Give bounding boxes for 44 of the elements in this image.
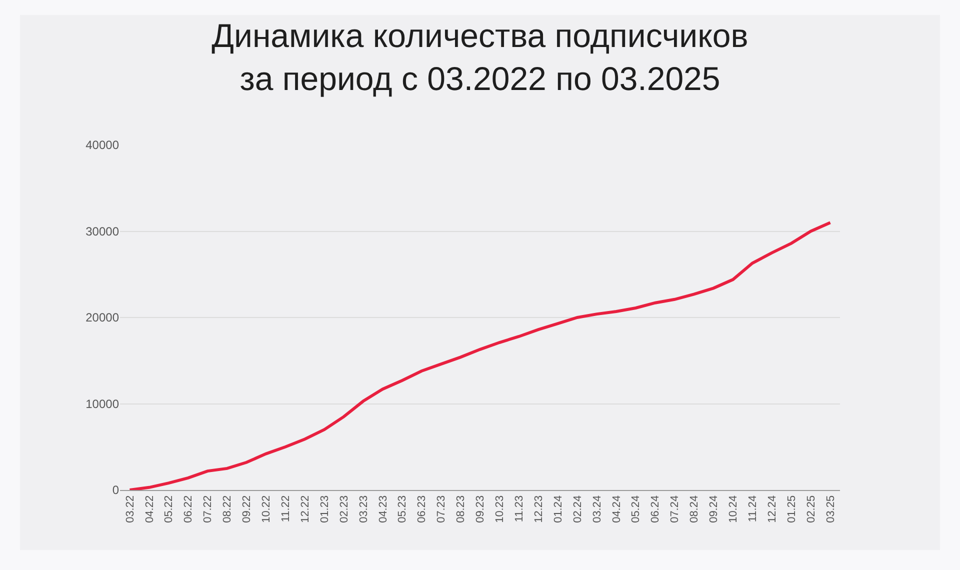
x-tick-label: 09.23 bbox=[474, 495, 487, 523]
x-tick-label: 04.22 bbox=[144, 495, 156, 523]
x-tick-label: 11.22 bbox=[280, 495, 292, 522]
x-tick-label: 09.22 bbox=[241, 495, 254, 523]
x-tick-label: 08.22 bbox=[222, 495, 234, 523]
x-tick-label: 12.24 bbox=[766, 495, 778, 523]
x-tick-label: 06.22 bbox=[182, 495, 195, 523]
y-tick-label: 40000 bbox=[86, 138, 120, 152]
x-tick-label: 02.24 bbox=[572, 495, 584, 523]
x-tick-label: 03.22 bbox=[124, 495, 136, 523]
x-tick-label: 12.23 bbox=[532, 495, 545, 523]
x-tick-label: 04.24 bbox=[610, 495, 623, 523]
x-tick-label: 01.25 bbox=[786, 495, 798, 523]
y-tick-label: 0 bbox=[112, 483, 120, 498]
x-tick-label: 08.24 bbox=[688, 495, 701, 523]
x-tick-label: 02.25 bbox=[805, 495, 818, 523]
x-tick-label: 04.23 bbox=[377, 495, 390, 523]
line-series bbox=[128, 221, 832, 490]
x-tick-label: 10.22 bbox=[260, 495, 273, 523]
x-tick-label: 07.24 bbox=[669, 495, 682, 523]
x-tick-label: 03.25 bbox=[824, 495, 837, 523]
x-tick-label: 10.24 bbox=[728, 495, 740, 523]
y-tick-label: 10000 bbox=[86, 396, 120, 411]
x-tick-label: 06.24 bbox=[650, 495, 662, 523]
y-tick-label: 30000 bbox=[86, 224, 120, 238]
x-tick-label: 01.24 bbox=[552, 495, 564, 523]
x-tick-label: 07.23 bbox=[436, 495, 448, 523]
x-tick-label: 05.24 bbox=[630, 495, 642, 523]
chart-title: Динамика количества подписчиков за период с 03.2022 по 03.2025 bbox=[212, 17, 748, 97]
x-tick-label: 02.23 bbox=[338, 495, 350, 523]
x-tick-label: 11.23 bbox=[513, 495, 526, 522]
x-tick-label: 08.23 bbox=[455, 495, 468, 523]
x-tick-label: 05.22 bbox=[163, 495, 176, 523]
x-tick-label: 10.23 bbox=[494, 495, 506, 523]
x-tick-label: 03.23 bbox=[358, 495, 370, 523]
x-tick-label: 12.22 bbox=[299, 495, 312, 523]
x-tick-label: 03.24 bbox=[591, 495, 604, 523]
x-tick-label: 01.23 bbox=[318, 495, 331, 523]
x-tick-label: 11.24 bbox=[747, 495, 760, 522]
x-tick-label: 06.23 bbox=[416, 495, 428, 523]
y-tick-label: 20000 bbox=[86, 310, 120, 325]
x-tick-label: 05.23 bbox=[396, 495, 409, 523]
x-tick-label: 07.22 bbox=[202, 495, 214, 523]
x-tick-label: 09.24 bbox=[708, 495, 720, 523]
